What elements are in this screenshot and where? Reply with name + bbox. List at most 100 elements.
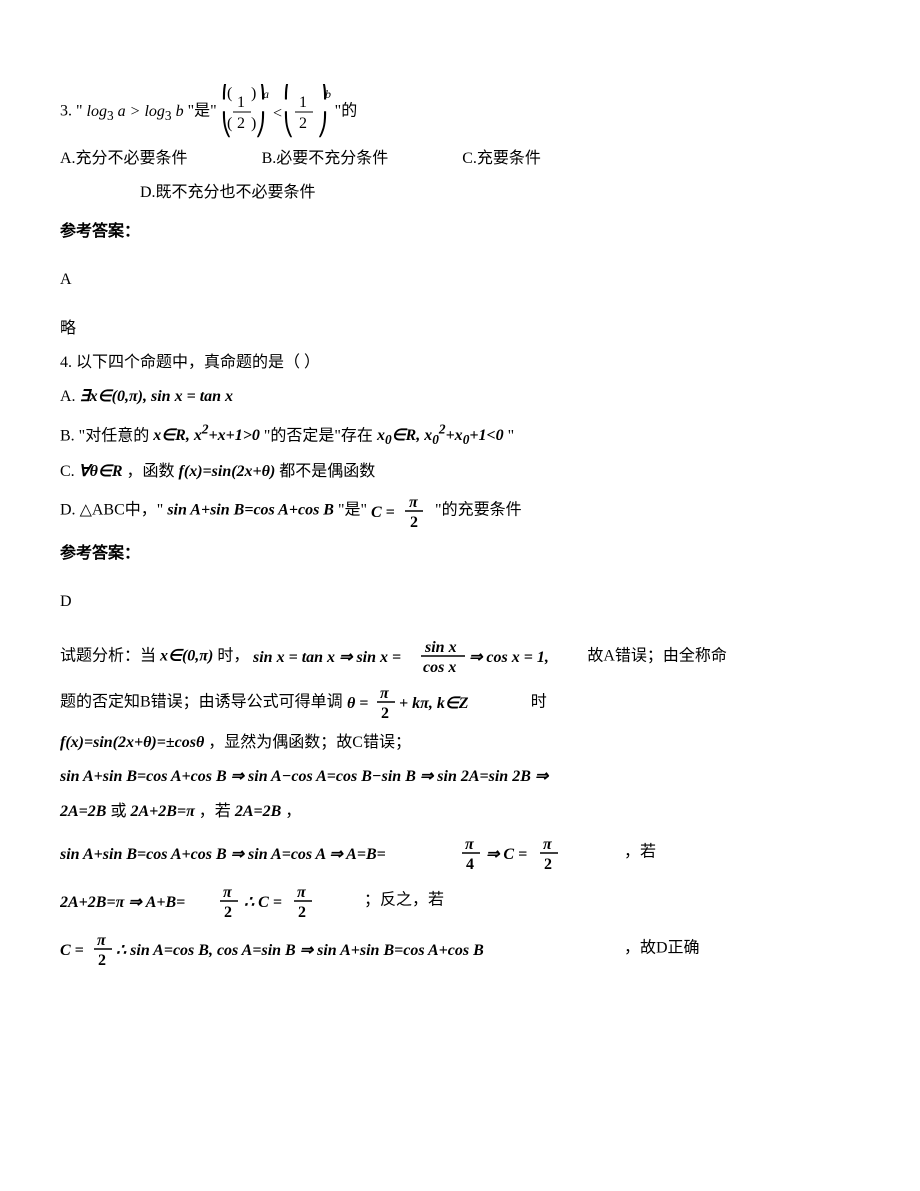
svg-text:b: b	[325, 87, 331, 101]
q4-ana-m7: 2A+2B=π	[130, 803, 194, 820]
q3-opt-c: C.充要条件	[462, 144, 541, 174]
svg-text:π: π	[543, 836, 553, 853]
q4-ana-t2: 故A错误；由全称命	[587, 647, 727, 664]
svg-text:sin x: sin x	[424, 639, 457, 656]
svg-text:sin x = tan x ⇒ sin x =: sin x = tan x ⇒ sin x =	[253, 649, 401, 666]
q4-analysis-8: C = π 2 ∴ sin A=cos B, cos A=sin B ⇒ sin …	[60, 927, 860, 971]
q3-opt-a: A.充分不必要条件	[60, 144, 188, 174]
q3-note: 略	[60, 314, 860, 344]
svg-text:⎝: ⎝	[283, 111, 294, 138]
svg-text:π: π	[409, 494, 419, 511]
q4-ana-t4: 时	[531, 693, 547, 710]
q3-cond1: log3 a > log3 b	[87, 103, 184, 120]
svg-text:C =: C =	[60, 942, 84, 959]
svg-text:2: 2	[381, 705, 389, 722]
q4-ana-m5: sin A+sin B=cos A+cos B ⇒ sin A−cos A=co…	[60, 768, 548, 785]
q4-opt-b: B. "对任意的 x∈R, x2+x+1>0 "的否定是"存在 x0∈R, x0…	[60, 417, 860, 453]
svg-text:4: 4	[466, 856, 474, 873]
q4-ana-t10: ；反之，若	[364, 892, 444, 909]
q3-quote-open: "	[76, 103, 83, 120]
q4-opt-b-m2: x0∈R, x02+x0+1<0	[377, 427, 508, 444]
svg-text:2: 2	[237, 115, 245, 132]
svg-text:θ =: θ =	[347, 695, 368, 712]
q4-ana-t6: 或	[110, 803, 126, 820]
svg-text:sin A+sin B=cos A+cos B ⇒ sin: sin A+sin B=cos A+cos B ⇒ sin A=cos A ⇒ …	[60, 846, 386, 863]
svg-text:⎠: ⎠	[317, 111, 328, 138]
svg-text:⎝: ⎝	[221, 111, 232, 138]
q3-options-line2: D.既不充分也不必要条件	[60, 178, 860, 208]
q4-analysis-6: sin A+sin B=cos A+cos B ⇒ sin A=cos A ⇒ …	[60, 831, 860, 875]
q4-ana-t8: ，	[285, 803, 301, 820]
svg-text:⇒ C =: ⇒ C =	[486, 846, 527, 863]
svg-text:π: π	[223, 884, 233, 901]
q4-number: 4.	[60, 354, 72, 371]
q4-analysis-5: 2A=2B 或 2A+2B=π ，若 2A=2B ，	[60, 797, 860, 827]
q4-ana-m10: 2A+2B=π ⇒ A+B= π2 ∴ C = π2	[60, 892, 364, 909]
q4-opt-c-t2: 都不是偶函数	[279, 463, 375, 480]
q4-ana-m4: f(x)=sin(2x+θ)=±cosθ	[60, 734, 204, 751]
q4-ana-t1: 时，	[217, 647, 249, 664]
q4-analysis-3: f(x)=sin(2x+θ)=±cosθ ，显然为偶函数；故C错误；	[60, 728, 860, 758]
svg-text:2: 2	[298, 904, 306, 921]
q4-ana-m6: 2A=2B	[60, 803, 106, 820]
q4-opt-c-m1: ∀θ∈R	[79, 463, 127, 480]
q3-options-line1: A.充分不必要条件 B.必要不充分条件 C.充要条件	[60, 144, 860, 174]
q4-ana-m11: C = π2 ∴ sin A=cos B, cos A=sin B ⇒ sin …	[60, 940, 624, 957]
svg-text:π: π	[380, 685, 390, 702]
q4-opt-d-label: D.	[60, 502, 76, 519]
q3-cond2: (( )) 12 ⎛⎝ ⎞⎠ a < 12 ⎛⎝ ⎞⎠ b	[221, 103, 335, 120]
q4-opt-b-label: B.	[60, 427, 75, 444]
svg-text:cos x: cos x	[423, 659, 456, 676]
q4-opt-d-t2: "是"	[338, 502, 367, 519]
svg-text:∴ sin A=cos B, cos A=sin B ⇒ s: ∴ sin A=cos B, cos A=sin B ⇒ sin A+sin B…	[116, 942, 484, 959]
q4-ana-m9: sin A+sin B=cos A+cos B ⇒ sin A=cos A ⇒ …	[60, 844, 624, 861]
q4-opt-d-t3: "的充要条件	[435, 502, 522, 519]
svg-text:∴ C =: ∴ C =	[244, 894, 282, 911]
q4-ana-m1: x∈(0,π)	[160, 647, 217, 664]
svg-text:2: 2	[98, 952, 106, 969]
q4-answer: D	[60, 587, 860, 617]
svg-text:⎛: ⎛	[221, 84, 232, 100]
svg-text:2: 2	[299, 115, 307, 132]
q3-mid: "是"	[188, 103, 217, 120]
q4-analysis-2: 题的否定知B错误；由诱导公式可得单调 θ = π2 + kπ, k∈Z 时	[60, 682, 860, 724]
q3-opt-b: B.必要不充分条件	[262, 144, 389, 174]
q4-opt-a-label: A.	[60, 388, 76, 405]
svg-text:2: 2	[544, 856, 552, 873]
q4-ans-label: 参考答案：	[60, 539, 860, 569]
q3-number: 3.	[60, 103, 72, 120]
q4-opt-b-t1: "对任意的	[79, 427, 150, 444]
q4-opt-c: C. ∀θ∈R ，函数 f(x)=sin(2x+θ) 都不是偶函数	[60, 457, 860, 487]
q4-ana-m2: sin x = tan x ⇒ sin x = sin x cos x ⇒ co…	[253, 647, 587, 664]
q3-answer: A	[60, 265, 860, 295]
q3-opt-d: D.既不充分也不必要条件	[140, 184, 316, 201]
q4-opt-b-t3: "	[508, 427, 515, 444]
q4-analysis-1: 试题分析：当 x∈(0,π) 时， sin x = tan x ⇒ sin x …	[60, 636, 860, 678]
svg-text:π: π	[97, 932, 107, 949]
q4-ana-m3: θ = π2 + kπ, k∈Z	[347, 693, 531, 710]
q4-ana-t11: ，故D正确	[624, 940, 700, 957]
svg-text:2: 2	[224, 904, 232, 921]
q4-analysis-7: 2A+2B=π ⇒ A+B= π2 ∴ C = π2 ；反之，若	[60, 879, 860, 923]
q4-stem-text: 以下四个命题中，真命题的是（ ）	[76, 354, 320, 371]
q4-ana-t7: ，若	[199, 803, 231, 820]
q4-ana-t5: ，显然为偶函数；故C错误；	[208, 734, 411, 751]
svg-text:1: 1	[237, 94, 245, 111]
svg-text:⎠: ⎠	[255, 111, 266, 138]
svg-text:1: 1	[299, 94, 307, 111]
q4-stem: 4. 以下四个命题中，真命题的是（ ）	[60, 348, 860, 378]
svg-text:π: π	[465, 836, 475, 853]
svg-text:π: π	[297, 884, 307, 901]
q4-opt-a: A. ∃x∈(0,π), sin x = tan x	[60, 382, 860, 412]
q3-ans-label: 参考答案：	[60, 217, 860, 247]
q4-opt-b-t2: "的否定是"存在	[264, 427, 373, 444]
svg-text:⎛: ⎛	[283, 84, 294, 100]
q4-opt-d: D. △ABC中，" sin A+sin B=cos A+cos B "是" C…	[60, 491, 860, 531]
svg-text:<: <	[273, 105, 282, 122]
q4-opt-d-m1: sin A+sin B=cos A+cos B	[167, 502, 334, 519]
svg-text:⇒ cos x = 1,: ⇒ cos x = 1,	[469, 649, 549, 666]
q4-opt-d-t1: △ABC中，"	[80, 502, 164, 519]
svg-text:C =: C =	[371, 504, 395, 521]
q4-opt-c-m2: f(x)=sin(2x+θ)	[179, 463, 280, 480]
q4-ana-label: 试题分析：当	[60, 647, 156, 664]
